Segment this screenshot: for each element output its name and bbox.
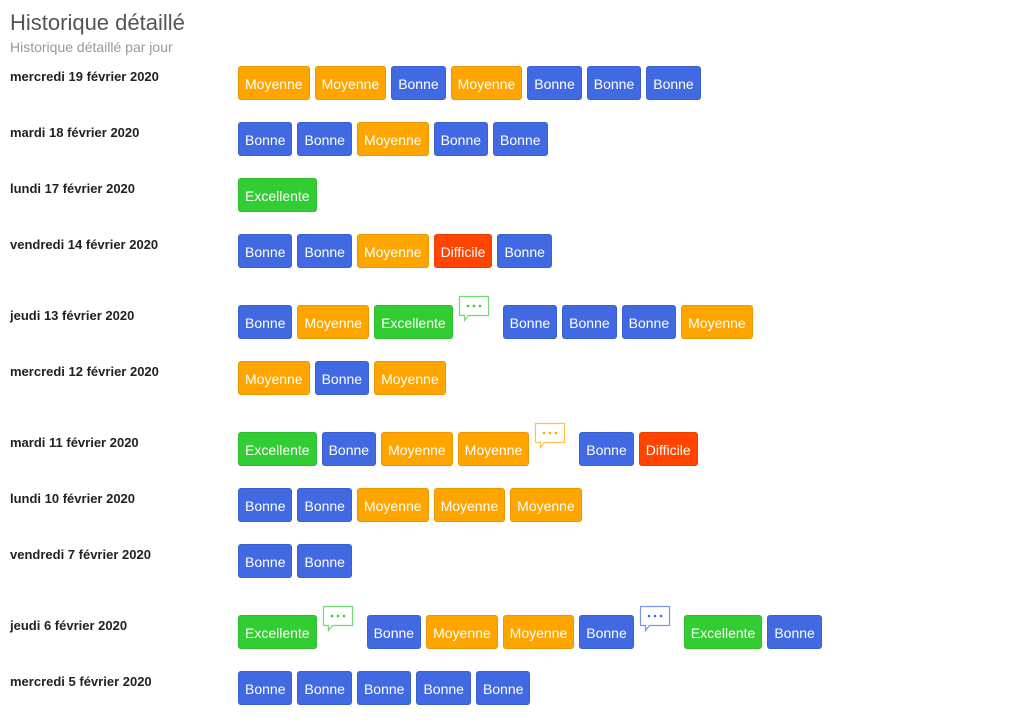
rating-badge[interactable]: Excellente	[238, 615, 317, 649]
rating-badge[interactable]: Bonne	[621, 305, 677, 339]
rating-badge[interactable]: Bonne	[297, 544, 352, 578]
rating-badge[interactable]: Bonne	[646, 66, 701, 100]
rating-badge[interactable]: Moyenne	[374, 361, 446, 395]
rating-badge[interactable]: Moyenne	[356, 122, 429, 156]
day-row: jeudi 13 février 2020 Bonne Moyenne Excelle…	[10, 290, 1024, 361]
rating-badges: Moyenne Moyenne Bonne Moyenne Bonne Bonne Bonn…	[238, 66, 701, 100]
day-row: lundi 17 février 2020 Excellente	[10, 178, 1024, 234]
day-row: mardi 18 février 2020 Bonne Bonne Moyenne Bo…	[10, 122, 1024, 178]
rating-badge[interactable]: Bonne	[238, 122, 293, 156]
rating-badge[interactable]: Bonne	[366, 615, 422, 649]
rating-badge[interactable]: Excellente	[238, 432, 317, 466]
day-label: mardi 11 février 2020	[10, 435, 139, 450]
rating-badges: Bonne Bonne Bonne Bonne Bonne	[238, 671, 531, 705]
rating-badge[interactable]: Bonne	[297, 234, 352, 268]
rating-badge[interactable]: Excellente	[683, 615, 763, 649]
rating-badge[interactable]: Moyenne	[238, 66, 310, 100]
rating-badge[interactable]: Bonne	[238, 234, 293, 268]
rating-badge[interactable]: Excellente	[238, 178, 317, 212]
rating-badge[interactable]: Moyenne	[502, 615, 575, 649]
rating-badges: Bonne Bonne	[238, 544, 352, 578]
day-label: mercredi 12 février 2020	[10, 364, 159, 379]
day-row: vendredi 7 février 2020 Bonne Bonne	[10, 544, 1024, 600]
day-label: lundi 10 février 2020	[10, 491, 136, 506]
rating-badge[interactable]: Bonne	[391, 66, 446, 100]
rating-badge[interactable]: Bonne	[238, 488, 293, 522]
rating-badge[interactable]: Moyenne	[314, 66, 387, 100]
rating-badge[interactable]: Bonne	[527, 66, 582, 100]
rating-badge[interactable]: Bonne	[767, 615, 822, 649]
rating-badge[interactable]: Bonne	[579, 432, 634, 466]
rating-badge[interactable]: Bonne	[416, 671, 471, 705]
rating-badge[interactable]: Moyenne	[238, 361, 310, 395]
rating-badges: Excellente Bonne Moyenne Moyenne Bonne Excell…	[238, 605, 822, 649]
rating-badge[interactable]: Bonne	[475, 671, 531, 705]
rating-badge[interactable]: Moyenne	[510, 488, 582, 522]
rating-badge[interactable]: Moyenne	[681, 305, 753, 339]
comment-icon[interactable]	[534, 422, 566, 450]
day-list: mercredi 19 février 2020 Moyenne Moyenne Bo…	[10, 66, 1024, 727]
day-label: jeudi 6 février 2020	[10, 618, 128, 633]
rating-badge[interactable]: Bonne	[297, 122, 352, 156]
day-label: vendredi 7 février 2020	[10, 547, 151, 562]
rating-badge[interactable]: Bonne	[238, 544, 293, 578]
rating-badge[interactable]: Moyenne	[457, 432, 530, 466]
rating-badge[interactable]: Bonne	[497, 234, 552, 268]
rating-badge[interactable]: Moyenne	[356, 488, 429, 522]
rating-badge[interactable]: Moyenne	[381, 432, 453, 466]
rating-badge[interactable]: Bonne	[238, 305, 293, 339]
rating-badges: Excellente Bonne Moyenne Moyenne Bonne Diffic…	[238, 422, 698, 466]
day-row: mardi 11 février 2020 Excellente Bonne Moye…	[10, 417, 1024, 488]
comment-icon[interactable]	[458, 295, 490, 323]
rating-badge[interactable]: Moyenne	[297, 305, 370, 339]
rating-badge[interactable]: Bonne	[502, 305, 558, 339]
rating-badge[interactable]: Bonne	[493, 122, 548, 156]
rating-badges: Excellente	[238, 178, 317, 212]
day-row: vendredi 14 février 2020 Bonne Bonne Moyenn…	[10, 234, 1024, 290]
rating-badge[interactable]: Bonne	[238, 671, 293, 705]
rating-badge[interactable]: Bonne	[579, 615, 634, 649]
rating-badge[interactable]: Moyenne	[356, 234, 429, 268]
rating-badge[interactable]: Bonne	[433, 122, 489, 156]
day-label: lundi 17 février 2020	[10, 181, 136, 196]
rating-badge[interactable]: Bonne	[297, 488, 352, 522]
rating-badge[interactable]: Difficile	[433, 234, 493, 268]
day-row: mercredi 5 février 2020 Bonne Bonne Bonne Bo…	[10, 671, 1024, 727]
day-label: jeudi 13 février 2020	[10, 308, 135, 323]
rating-badge[interactable]: Bonne	[356, 671, 412, 705]
rating-badge[interactable]: Moyenne	[450, 66, 523, 100]
rating-badge[interactable]: Bonne	[586, 66, 642, 100]
rating-badge[interactable]: Bonne	[297, 671, 352, 705]
page-subtitle: Historique détaillé par jour	[10, 39, 173, 55]
rating-badge[interactable]: Excellente	[374, 305, 453, 339]
rating-badge[interactable]: Moyenne	[426, 615, 498, 649]
day-label: mercredi 5 février 2020	[10, 674, 152, 689]
rating-badge[interactable]: Bonne	[321, 432, 377, 466]
comment-icon[interactable]	[322, 605, 354, 633]
rating-badge[interactable]: Bonne	[562, 305, 617, 339]
day-label: mercredi 19 février 2020	[10, 69, 159, 84]
rating-badges: Bonne Bonne Moyenne Bonne Bonne	[238, 122, 548, 156]
rating-badges: Bonne Moyenne Excellente Bonne Bonne Bonne Moy…	[238, 295, 753, 339]
rating-badges: Bonne Bonne Moyenne Difficile Bonne	[238, 234, 552, 268]
rating-badge[interactable]: Difficile	[638, 432, 698, 466]
rating-badges: Bonne Bonne Moyenne Moyenne Moyenne	[238, 488, 582, 522]
day-label: vendredi 14 février 2020	[10, 237, 159, 252]
day-label: mardi 18 février 2020	[10, 125, 140, 140]
day-row: lundi 10 février 2020 Bonne Bonne Moyenne Mo…	[10, 488, 1024, 544]
rating-badges: Moyenne Bonne Moyenne	[238, 361, 446, 395]
page-title: Historique détaillé	[10, 10, 185, 35]
rating-badge[interactable]: Bonne	[314, 361, 370, 395]
day-row: mercredi 19 février 2020 Moyenne Moyenne Bo…	[10, 66, 1024, 122]
day-row: jeudi 6 février 2020 Excellente Bonne Moyen…	[10, 600, 1024, 671]
comment-icon[interactable]	[639, 605, 671, 633]
rating-badge[interactable]: Moyenne	[433, 488, 506, 522]
day-row: mercredi 12 février 2020 Moyenne Bonne Moye…	[10, 361, 1024, 417]
